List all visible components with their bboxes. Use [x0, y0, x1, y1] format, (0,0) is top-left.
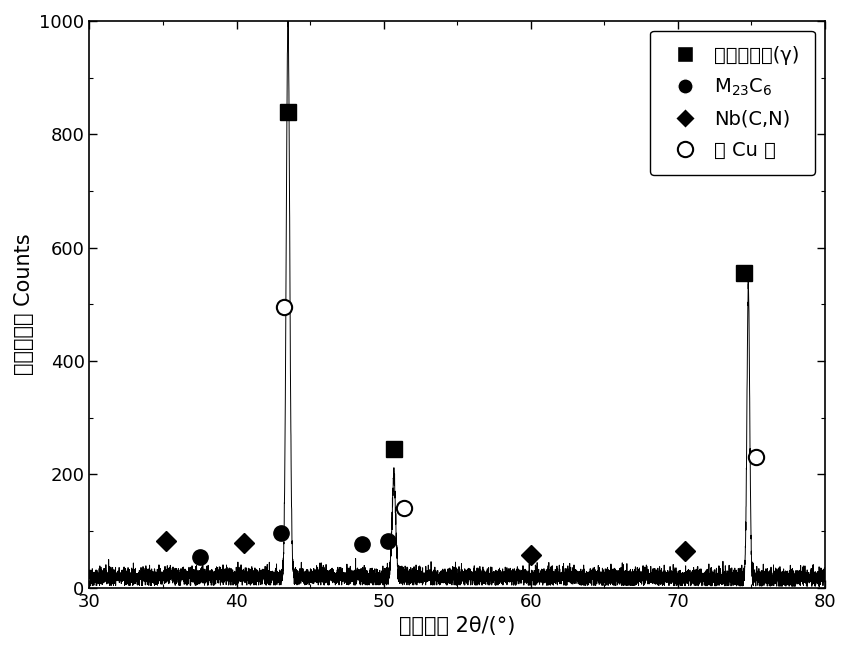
Y-axis label: 衍射峰强度 Counts: 衍射峰强度 Counts: [14, 233, 34, 375]
Legend: 奥氏体基体(γ), M$_{23}$C$_6$, Nb(C,N), 富 Cu 相: 奥氏体基体(γ), M$_{23}$C$_6$, Nb(C,N), 富 Cu 相: [650, 31, 815, 175]
X-axis label: 衍射角度 2θ/(°): 衍射角度 2θ/(°): [399, 616, 515, 636]
